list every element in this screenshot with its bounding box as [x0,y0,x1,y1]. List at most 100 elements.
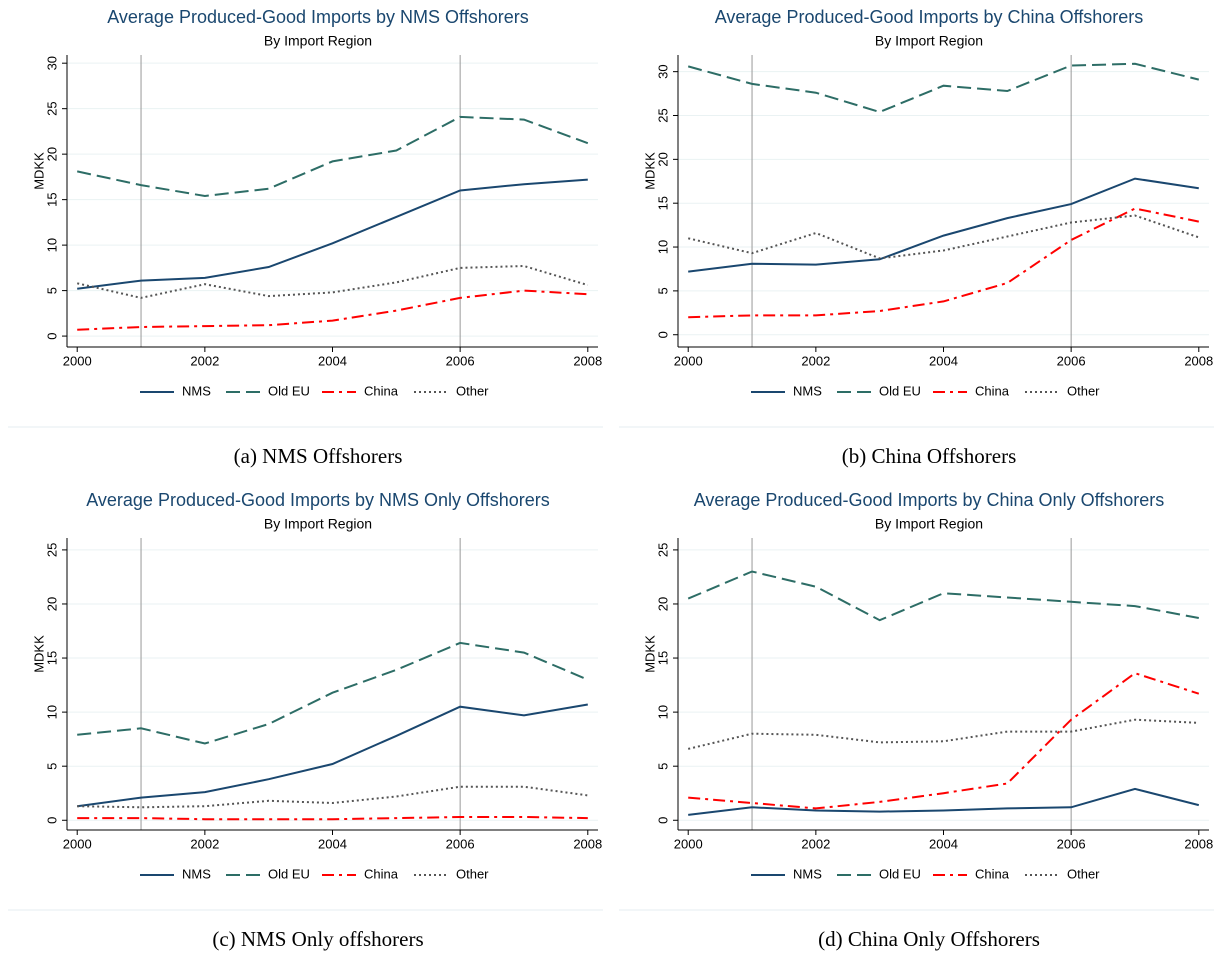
y-tick-label: 10 [655,240,670,254]
chart-subtitle: By Import Region [875,33,983,49]
y-tick-label: 20 [655,152,670,166]
series-line [77,178,588,290]
legend-label: Old EU [268,383,310,398]
chart-panel: Average Produced-Good Imports by NMS Off… [8,7,603,468]
x-tick-label: 2008 [1184,353,1213,368]
y-tick-label: 15 [44,651,59,665]
x-tick-label: 2008 [573,353,602,368]
x-tick-label: 2002 [190,353,219,368]
x-tick-label: 2000 [674,836,703,851]
y-tick-label: 10 [44,705,59,719]
legend-label: Old EU [268,866,310,881]
y-tick-label: 0 [655,331,670,338]
caption: (b) China Offshorers [842,444,1017,468]
y-tick-label: 25 [44,543,59,557]
legend-label: Other [456,866,489,881]
x-tick-label: 2002 [801,353,830,368]
series-line [687,62,1200,114]
series-line [688,207,1200,319]
chart-title: Average Produced-Good Imports by NMS Off… [107,7,529,27]
x-tick-label: 2004 [318,836,347,851]
y-tick-label: 10 [655,705,670,719]
legend-label: NMS [793,866,822,881]
x-tick-label: 2002 [801,836,830,851]
x-tick-label: 2004 [929,353,958,368]
legend-label: NMS [182,866,211,881]
x-tick-label: 2000 [63,353,92,368]
x-tick-label: 2004 [929,836,958,851]
y-tick-label: 0 [655,817,670,824]
x-tick-label: 2000 [674,353,703,368]
x-tick-label: 2000 [63,836,92,851]
y-axis-title: MDKK [642,152,657,190]
y-tick-label: 10 [44,238,59,252]
x-tick-label: 2006 [1057,353,1086,368]
legend-label: Other [1067,383,1100,398]
series-line [688,177,1199,273]
y-tick-label: 15 [655,651,670,665]
legend-label: Old EU [879,383,921,398]
series-line [688,672,1200,810]
chart-subtitle: By Import Region [875,516,983,532]
legend-label: China [364,383,399,398]
chart-panel: Average Produced-Good Imports by China O… [619,490,1214,951]
y-tick-label: 15 [44,192,59,206]
series-line [77,816,588,821]
y-tick-label: 20 [655,597,670,611]
y-tick-label: 0 [44,817,59,824]
caption: (a) NMS Offshorers [234,444,403,468]
legend-label: China [975,866,1010,881]
y-tick-label: 20 [44,147,59,161]
y-tick-label: 20 [44,597,59,611]
y-tick-label: 15 [655,196,670,210]
x-tick-label: 2004 [318,353,347,368]
y-tick-label: 5 [44,763,59,770]
y-tick-label: 25 [655,543,670,557]
legend-label: China [975,383,1010,398]
y-tick-label: 25 [655,108,670,122]
legend-label: NMS [182,383,211,398]
series-line [77,785,588,809]
series-line [688,787,1200,816]
chart-title: Average Produced-Good Imports by China O… [694,490,1165,510]
x-tick-label: 2002 [190,836,219,851]
series-line [76,264,589,299]
x-tick-label: 2008 [573,836,602,851]
legend-label: Other [456,383,489,398]
y-tick-label: 30 [655,64,670,78]
series-line [76,115,589,198]
y-axis-title: MDKK [31,152,46,190]
y-tick-label: 5 [655,287,670,294]
chart-title: Average Produced-Good Imports by China O… [715,7,1144,27]
legend-label: Other [1067,866,1100,881]
y-tick-label: 5 [655,763,670,770]
legend-label: NMS [793,383,822,398]
x-tick-label: 2006 [446,353,475,368]
series-line [77,641,589,745]
x-tick-label: 2006 [446,836,475,851]
y-tick-label: 0 [44,332,59,339]
series-line [77,289,588,331]
y-tick-label: 30 [44,56,59,70]
caption: (d) China Only Offshorers [818,927,1040,951]
y-tick-label: 5 [44,287,59,294]
legend-label: Old EU [879,866,921,881]
x-tick-label: 2006 [1057,836,1086,851]
chart-title: Average Produced-Good Imports by NMS Onl… [86,490,550,510]
series-line [687,718,1199,750]
chart-subtitle: By Import Region [264,516,372,532]
chart-panel: Average Produced-Good Imports by China O… [619,7,1214,468]
y-tick-label: 25 [44,101,59,115]
series-line [687,214,1200,260]
series-line [687,570,1199,622]
y-axis-title: MDKK [31,635,46,673]
legend-label: China [364,866,399,881]
caption: (c) NMS Only offshorers [212,927,423,951]
series-line [77,703,588,808]
chart-subtitle: By Import Region [264,33,372,49]
chart-panel: Average Produced-Good Imports by NMS Onl… [8,490,603,951]
y-axis-title: MDKK [642,635,657,673]
x-tick-label: 2008 [1184,836,1213,851]
